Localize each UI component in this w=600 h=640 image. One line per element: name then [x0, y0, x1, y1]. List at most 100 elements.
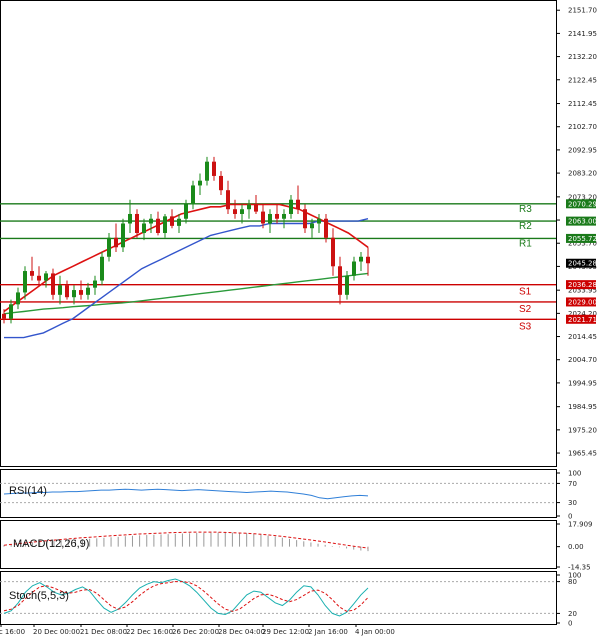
candle-body	[317, 218, 321, 224]
candle	[198, 173, 202, 195]
candle	[205, 156, 209, 186]
candle	[58, 275, 62, 305]
candlestick-series	[2, 156, 370, 324]
price-level-lines: R3 R2 R1 S1 S2 S3	[0, 203, 556, 332]
price-tick-label: 2083.20	[568, 170, 597, 178]
time-tick-label: 19 Dec 16:00	[0, 628, 25, 636]
price-tick-label: 1965.45	[568, 450, 597, 458]
macd-label: MACD(12,26,9)	[13, 538, 89, 550]
indicator-tick-label: 17.909	[568, 521, 593, 529]
price-tick-label: 2073.20	[568, 193, 597, 201]
candle	[51, 268, 55, 300]
candle	[338, 256, 342, 305]
candle-body	[121, 223, 125, 248]
indicator-tick-label: 0	[568, 620, 572, 628]
level-tag-bg	[566, 216, 596, 226]
indicator-tick-label: 20	[568, 610, 577, 618]
candle	[177, 213, 181, 233]
candle	[359, 252, 363, 272]
candle	[219, 171, 223, 195]
level-tag-bg	[566, 314, 596, 324]
candle	[324, 213, 328, 243]
candle-body	[149, 218, 153, 224]
price-tick-label: 1994.95	[568, 379, 597, 387]
panel-frame-0	[0, 0, 557, 467]
candle	[121, 218, 125, 253]
candle-body	[247, 204, 251, 210]
candle-body	[135, 213, 139, 233]
price-tick-label: 1984.95	[568, 403, 597, 411]
time-tick-label: 2 Jan 16:00	[308, 628, 348, 636]
level-tag-r3: 2070.29	[566, 199, 597, 209]
macd-signal-line	[3, 531, 369, 549]
indicator-tick-label: 30	[568, 499, 577, 507]
indicator-tick-label: -14.35	[568, 564, 591, 572]
candle	[345, 271, 349, 300]
candle	[261, 204, 265, 229]
rsi-panel: 100 70 30 0 RSI(14)	[0, 470, 581, 521]
level-name-s2: S2	[519, 304, 532, 315]
stoch-d-line	[3, 581, 369, 612]
level-tag-s2: 2029.00	[566, 297, 597, 307]
candle	[23, 266, 27, 300]
candle	[135, 209, 139, 238]
price-tick-label: 2053.70	[568, 240, 597, 248]
candle	[191, 180, 195, 210]
level-tag-value: 2036.28	[568, 281, 597, 289]
candle-body	[184, 204, 188, 219]
candle-body	[72, 290, 76, 298]
candle	[317, 213, 321, 233]
time-tick-label: 29 Dec 12:00	[262, 628, 309, 636]
candle-body	[275, 213, 279, 219]
candle-body	[170, 216, 174, 226]
level-name-r2: R2	[519, 221, 532, 232]
candle	[184, 199, 188, 224]
candle-body	[86, 287, 90, 295]
chart-frames	[0, 0, 557, 625]
candle	[100, 252, 104, 286]
candle	[303, 204, 307, 233]
price-tick-label: 2024.20	[568, 310, 597, 318]
candle	[268, 209, 272, 233]
indicator-tick-label: 100	[568, 470, 581, 478]
candle-body	[163, 216, 167, 233]
candle	[212, 156, 216, 181]
candle	[282, 209, 286, 229]
candle-body	[93, 280, 97, 288]
candle	[247, 199, 251, 219]
current-price-bg	[566, 258, 596, 268]
candle-body	[282, 213, 286, 219]
candle-body	[65, 285, 69, 298]
candle-body	[261, 211, 265, 224]
macd-panel: 17.909 0.00 -14.35 MACD(12,26,9)	[3, 521, 593, 572]
level-tag-bg	[566, 199, 596, 209]
candle	[9, 299, 13, 324]
time-tick-label: 28 Dec 04:00	[218, 628, 265, 636]
price-tick-label: 2141.95	[568, 30, 597, 38]
time-tick-label: 26 Dec 20:00	[172, 628, 219, 636]
candle-body	[198, 180, 202, 186]
candle	[156, 211, 160, 236]
candle	[86, 282, 90, 300]
level-name-s3: S3	[519, 321, 532, 332]
candle-body	[289, 199, 293, 214]
candle	[254, 194, 258, 214]
candle-body	[107, 237, 111, 257]
indicator-tick-label: 80	[568, 578, 577, 586]
level-tag-value: 2063.00	[568, 218, 597, 226]
candle-body	[205, 161, 209, 181]
indicator-tick-label: 0.00	[568, 543, 584, 551]
price-tick-label: 2102.70	[568, 123, 597, 131]
candle	[310, 218, 314, 238]
candle-body	[352, 261, 356, 276]
candle	[366, 247, 370, 276]
rsi-line	[3, 488, 369, 500]
candle	[2, 309, 6, 324]
candle	[79, 280, 83, 300]
level-tag-bg	[566, 233, 596, 243]
candle-body	[156, 218, 160, 233]
price-tick-label: 2092.95	[568, 146, 597, 154]
current-price-tag: 2045.28	[566, 258, 597, 268]
